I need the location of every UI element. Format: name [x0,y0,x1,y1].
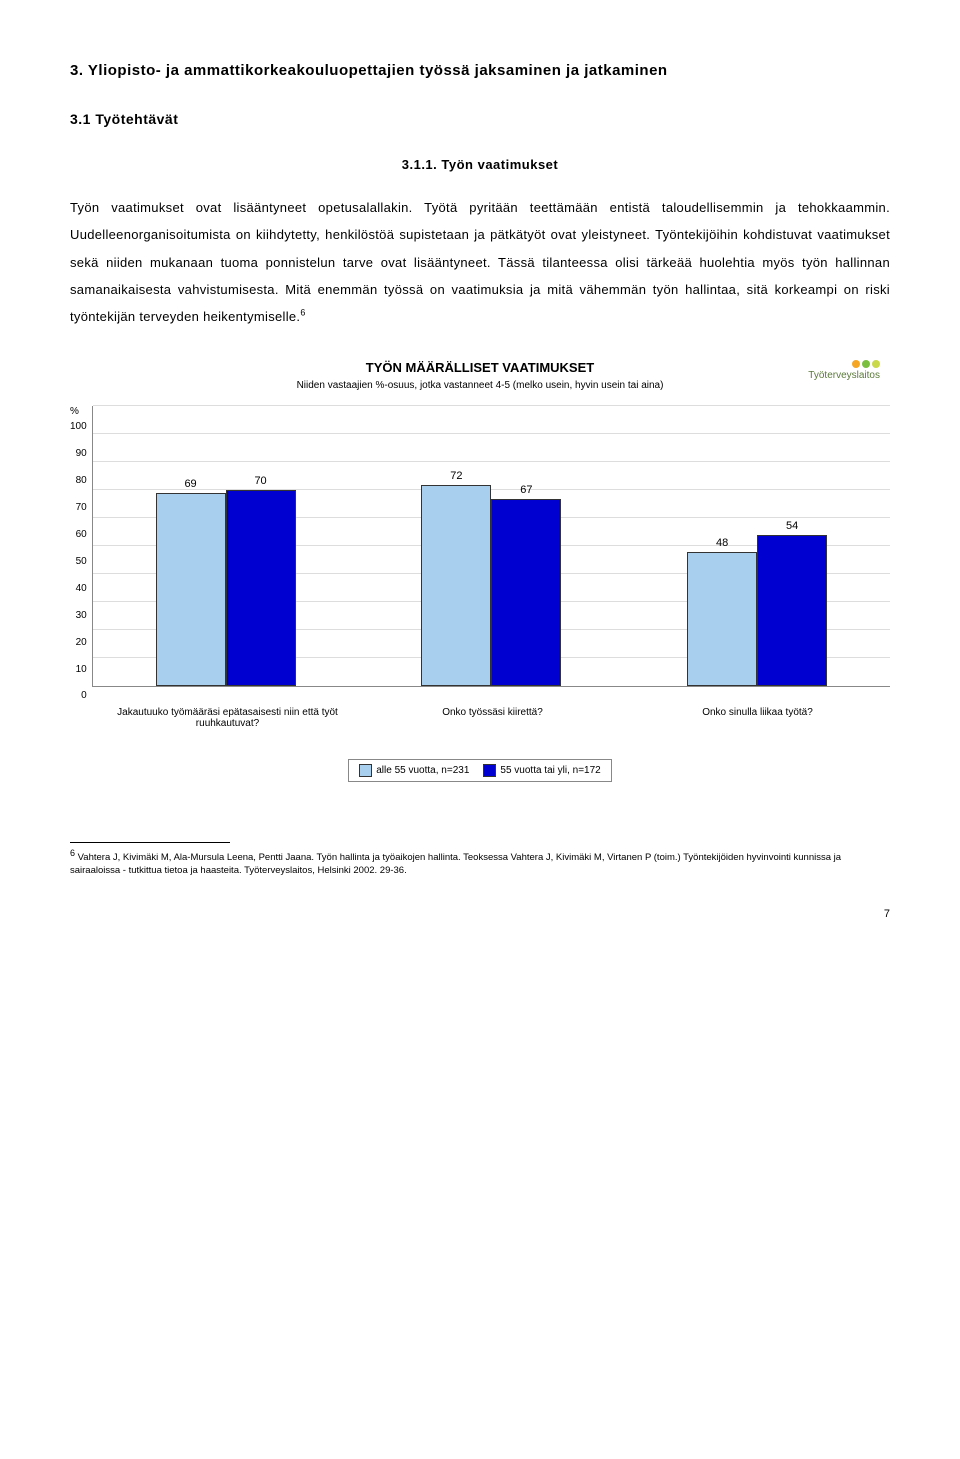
bar-group: 6970 [93,406,359,686]
bar-value-label: 48 [688,537,756,549]
y-tick: 80 [76,475,87,486]
footnote-text: Vahtera J, Kivimäki M, Ala-Mursula Leena… [70,853,841,877]
y-tick: 60 [76,529,87,540]
bar-group: 7267 [358,406,624,686]
y-tick: 30 [76,610,87,621]
logo-dot [862,360,870,368]
footnote-ref: 6 [300,308,305,318]
footnote: 6 Vahtera J, Kivimäki M, Ala-Mursula Lee… [70,847,890,878]
footnote-separator [70,842,230,843]
tt-logo: Työterveyslaitos [808,360,880,381]
body-paragraph: Työn vaatimukset ovat lisääntyneet opetu… [70,194,890,330]
bar: 54 [757,535,827,686]
y-axis: 100 90 80 70 60 50 40 30 20 10 0 [70,421,92,701]
bar: 70 [226,490,296,686]
bar: 48 [687,552,757,686]
legend-swatch [359,764,372,777]
y-axis-unit: % [70,406,92,417]
bar-value-label: 54 [758,520,826,532]
chart-plot: 697072674854 [92,406,890,687]
logo-dot [852,360,860,368]
y-tick: 20 [76,637,87,648]
y-tick: 0 [81,690,87,701]
bar-group: 4854 [624,406,890,686]
bar-value-label: 70 [227,475,295,487]
bar: 72 [421,485,491,687]
y-tick: 50 [76,556,87,567]
subsubsection-heading: 3.1.1. Työn vaatimukset [70,157,890,172]
page-number: 7 [70,908,890,920]
y-tick: 10 [76,664,87,675]
legend-item: alle 55 vuotta, n=231 [359,764,469,777]
logo-dots [808,360,880,368]
chart-title: TYÖN MÄÄRÄLLISET VAATIMUKSET [70,360,890,375]
bar: 67 [491,499,561,687]
legend-label: alle 55 vuotta, n=231 [376,766,469,777]
chart-subtitle: Niiden vastaajien %-osuus, jotka vastann… [70,380,890,391]
y-tick: 70 [76,502,87,513]
section-heading: 3. Yliopisto- ja ammattikorkeakouluopett… [70,60,890,81]
chart-container: Työterveyslaitos TYÖN MÄÄRÄLLISET VAATIM… [70,360,890,782]
y-tick: 40 [76,583,87,594]
bar-value-label: 69 [157,478,225,490]
x-axis-labels: Jakautuuko työmääräsi epätasaisesti niin… [95,707,890,729]
logo-text: Työterveyslaitos [808,370,880,381]
legend-item: 55 vuotta tai yli, n=172 [483,764,600,777]
bar: 69 [156,493,226,686]
bar-value-label: 72 [422,470,490,482]
legend-swatch [483,764,496,777]
x-label: Onko sinulla liikaa työtä? [625,707,890,729]
logo-dot [872,360,880,368]
x-label: Jakautuuko työmääräsi epätasaisesti niin… [95,707,360,729]
y-tick: 90 [76,448,87,459]
chart-legend: alle 55 vuotta, n=231 55 vuotta tai yli,… [348,759,612,782]
x-label: Onko työssäsi kiirettä? [360,707,625,729]
paragraph-text: Työn vaatimukset ovat lisääntyneet opetu… [70,200,890,324]
bar-value-label: 67 [492,484,560,496]
legend-label: 55 vuotta tai yli, n=172 [500,766,600,777]
bars-layer: 697072674854 [93,406,890,686]
y-tick: 100 [70,421,87,432]
subsection-heading: 3.1 Työtehtävät [70,111,890,127]
